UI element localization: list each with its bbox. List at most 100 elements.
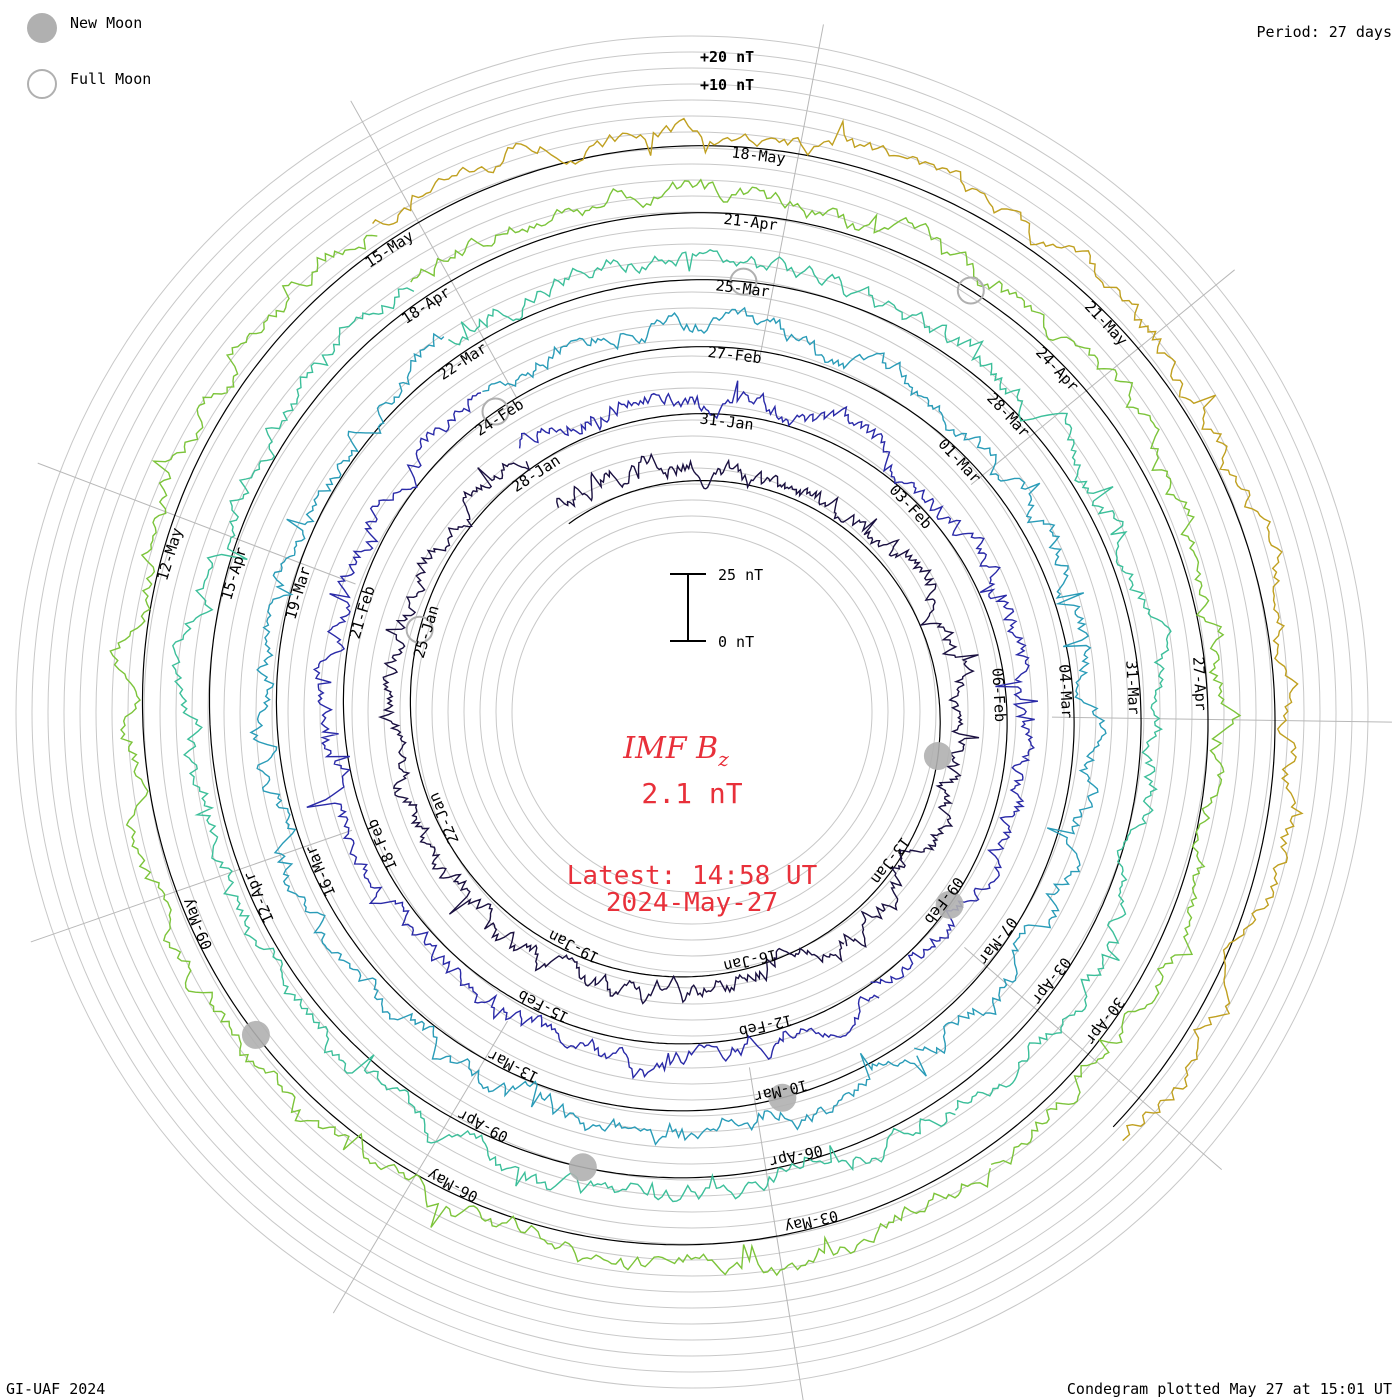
scale-bar-bottom-label: 0 nT	[718, 633, 754, 651]
imf-trace-segment	[556, 452, 980, 948]
grid-circle	[351, 371, 1033, 1053]
imf-trace-segment	[482, 306, 1107, 1055]
grid-circle	[111, 131, 1273, 1293]
date-tick-label: 25-Mar	[715, 276, 771, 300]
grid-circle	[319, 339, 1065, 1085]
grid-circle	[127, 147, 1257, 1277]
date-tick-label: 31-Mar	[1122, 660, 1143, 715]
new-moon-marker	[935, 890, 964, 919]
grid-circle	[79, 99, 1305, 1325]
date-tick-label: 16-Jan	[722, 946, 779, 976]
date-labels: 13-Jan16-Jan19-Jan22-Jan25-Jan28-Jan31-J…	[153, 143, 1210, 1236]
date-tick-label: 24-Apr	[1032, 343, 1082, 395]
date-tick-label: 03-Feb	[886, 481, 936, 533]
date-tick-label: 13-Mar	[485, 1046, 541, 1086]
date-tick-label: 28-Jan	[508, 451, 563, 496]
full-moon-marker	[481, 397, 510, 426]
grid-spoke	[30, 829, 353, 943]
grid-circle	[143, 163, 1241, 1261]
series	[109, 117, 1304, 1277]
date-tick-label: 22-Jan	[425, 790, 463, 847]
new-moon-marker	[768, 1083, 797, 1112]
full-moon-legend-label: Full Moon	[70, 70, 151, 88]
full-moon-legend-icon	[27, 69, 57, 99]
new-moon-legend-icon	[27, 13, 57, 43]
grid-circle	[431, 451, 953, 973]
grid-circle	[159, 179, 1225, 1245]
current-value: 2.1 nT	[641, 777, 742, 810]
date-tick-label: 06-Feb	[988, 667, 1009, 722]
latest-date: 2024-May-27	[606, 888, 778, 918]
grid-spoke	[964, 946, 1223, 1171]
grid-circle	[15, 35, 1369, 1389]
date-tick-label: 12-Apr	[240, 869, 278, 926]
grid-spoke	[970, 269, 1235, 485]
imf-trace-segment	[109, 234, 991, 1277]
date-tick-label: 22-Mar	[435, 339, 490, 384]
imf-trace-segment	[171, 287, 956, 1203]
new-moon-marker	[568, 1153, 597, 1182]
grid-circle	[207, 227, 1177, 1197]
date-tick-label: 04-Mar	[1055, 664, 1076, 719]
grid-circle	[95, 115, 1289, 1309]
grid-circle	[495, 515, 889, 909]
period-label: Period: 27 days	[1257, 23, 1392, 41]
grid-circle	[399, 419, 985, 1005]
grid-circle	[367, 387, 1017, 1037]
date-tick-label: 24-Feb	[472, 395, 527, 440]
full-moon-marker	[956, 276, 985, 305]
latest-time: Latest: 14:58 UT	[567, 861, 818, 891]
imf-trace-segment	[377, 461, 845, 1005]
scale-bar-top-label: 25 nT	[718, 566, 763, 584]
scale-bar	[670, 573, 706, 642]
grid-circle	[335, 355, 1049, 1069]
chart-title: IMF Bz	[622, 731, 729, 771]
moon-markers	[241, 267, 985, 1182]
grid-circle	[479, 499, 905, 925]
grid-circle	[31, 51, 1353, 1373]
grid-circle	[383, 403, 1001, 1021]
date-tick-label: 28-Mar	[983, 389, 1033, 441]
date-tick-label: 19-Mar	[282, 564, 315, 621]
grid-circle	[191, 211, 1193, 1213]
imf-trace-segment	[410, 178, 1242, 1166]
date-tick-label: 21-Apr	[723, 210, 779, 234]
grid-circle	[303, 323, 1081, 1101]
grid-circle	[463, 483, 921, 941]
date-tick-label: 27-Feb	[707, 343, 763, 367]
grid-spoke	[759, 24, 824, 359]
date-tick-label: 18-Apr	[398, 283, 453, 328]
date-tick-label: 12-May	[153, 526, 186, 583]
grid-spoke	[37, 462, 356, 585]
full-moon-marker	[405, 615, 434, 644]
imf-trace-segment	[518, 380, 1038, 985]
credit-label: GI-UAF 2024	[6, 1380, 105, 1398]
grid-circle	[47, 67, 1337, 1357]
ring-scale-label-10: +10 nT	[700, 76, 754, 94]
date-tick-label: 06-May	[424, 1165, 480, 1205]
date-tick-label: 16-Mar	[302, 843, 340, 900]
imf-trace-segment	[448, 248, 1172, 1111]
new-moon-legend-label: New Moon	[70, 14, 142, 32]
full-moon-marker	[729, 267, 758, 296]
grid-spoke	[1051, 716, 1392, 723]
grid-circle	[223, 243, 1161, 1181]
grid-circle	[255, 275, 1129, 1149]
zero-reference-spiral	[141, 145, 1276, 1246]
grid	[15, 24, 1392, 1400]
ring-scale-label-20: +20 nT	[700, 48, 754, 66]
date-tick-label: 31-Jan	[699, 409, 755, 433]
imf-trace-segment	[372, 117, 1304, 1142]
date-tick-label: 09-May	[178, 895, 216, 952]
date-tick-label: 18-May	[731, 143, 787, 167]
grid-spoke	[350, 100, 517, 398]
plotted-label: Condegram plotted May 27 at 15:01 UT	[1067, 1380, 1392, 1398]
date-tick-label: 03-May	[783, 1207, 840, 1237]
new-moon-marker	[923, 742, 952, 771]
grid-circle	[63, 83, 1321, 1341]
date-tick-label: 27-Apr	[1189, 656, 1210, 711]
grid-circle	[287, 307, 1097, 1117]
new-moon-marker	[241, 1020, 270, 1049]
grid-spoke	[332, 1020, 508, 1314]
